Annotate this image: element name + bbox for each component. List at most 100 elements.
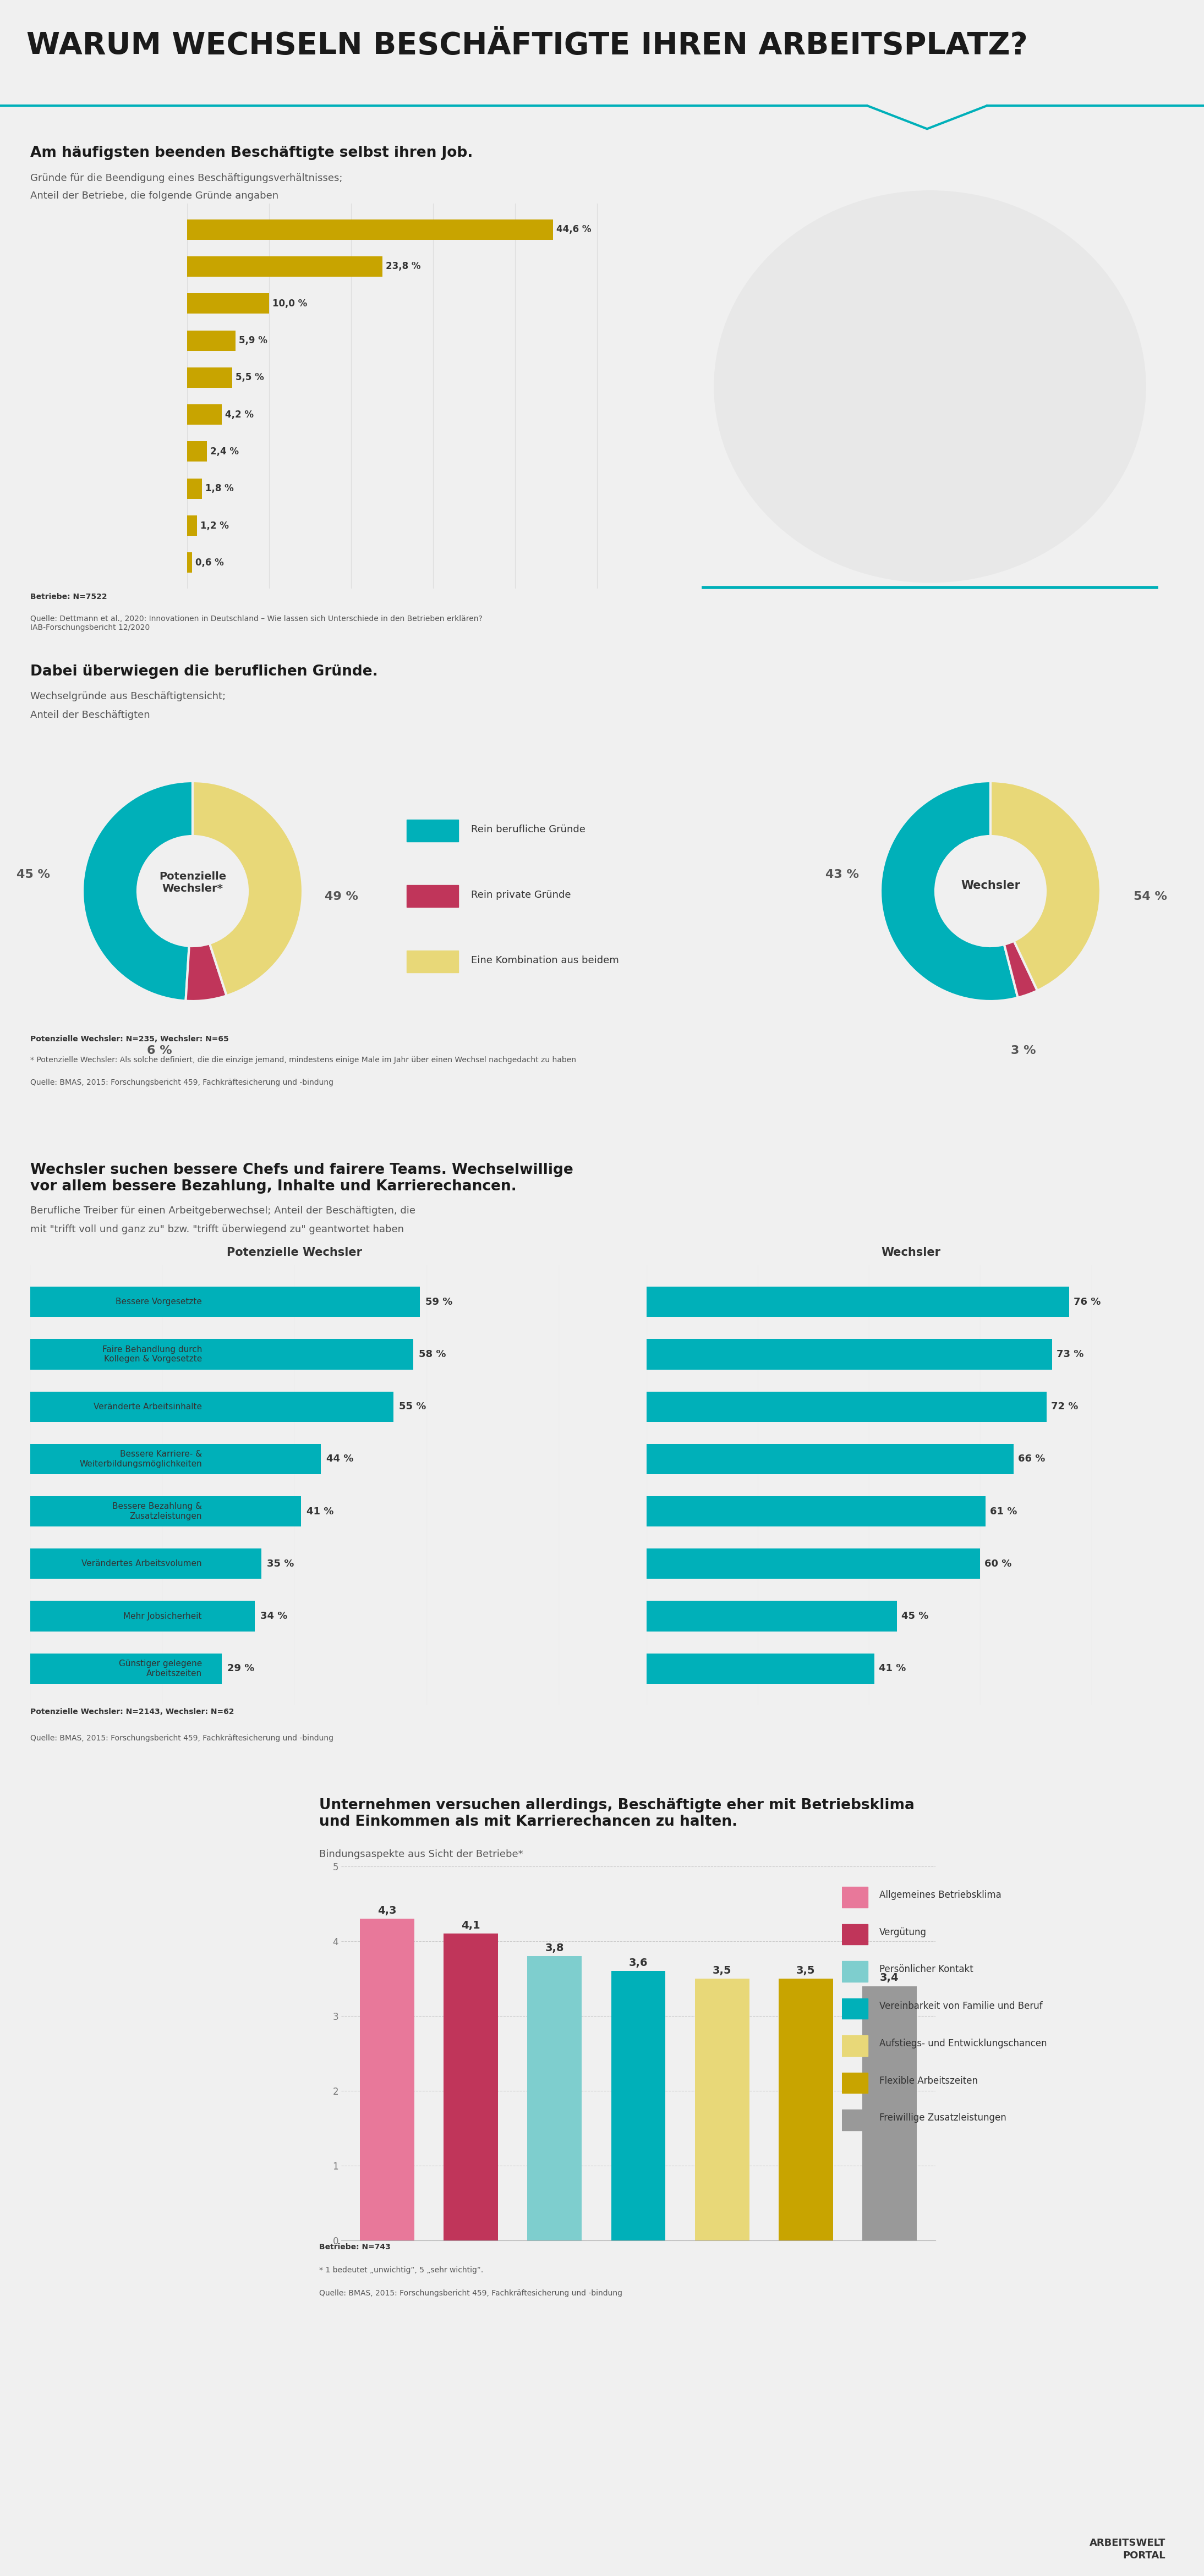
Text: Bessere Vorgesetzte: Bessere Vorgesetzte (116, 1298, 202, 1306)
Bar (647, 1391, 1046, 1422)
Text: 45 %: 45 % (17, 868, 49, 881)
Text: Aufstiegs- und Entwicklungschancen: Aufstiegs- und Entwicklungschancen (879, 2038, 1047, 2048)
Text: Mehr Jobsicherheit: Mehr Jobsicherheit (124, 1613, 202, 1620)
Bar (360, 1919, 414, 2241)
Text: 3 %: 3 % (1011, 1046, 1035, 1056)
Bar (30, 1391, 394, 1422)
Bar (187, 479, 202, 500)
Text: 34 %: 34 % (260, 1610, 288, 1620)
Text: Bindungsaspekte aus Sicht der Betriebe*: Bindungsaspekte aus Sicht der Betriebe* (319, 1850, 523, 1860)
Text: Persönlicher Kontakt: Persönlicher Kontakt (879, 1965, 973, 1973)
Text: 5,9 %: 5,9 % (238, 335, 267, 345)
Text: Bessere Karriere- &
Weiterbildungsmöglichkeiten: Bessere Karriere- & Weiterbildungsmöglic… (79, 1450, 202, 1468)
Text: Wechsler: Wechsler (881, 1247, 940, 1257)
Bar (30, 1654, 222, 1685)
Text: Bessere Bezahlung &
Zusatzleistungen: Bessere Bezahlung & Zusatzleistungen (112, 1502, 202, 1520)
Bar (187, 368, 232, 389)
Text: 3,5: 3,5 (796, 1965, 815, 1976)
Text: Anteil der Beschäftigten: Anteil der Beschäftigten (30, 711, 150, 721)
Wedge shape (1004, 940, 1038, 997)
Text: 59 %: 59 % (425, 1296, 453, 1306)
Text: Faire Behandlung durch
Kollegen & Vorgesetzte: Faire Behandlung durch Kollegen & Vorges… (102, 1345, 202, 1363)
Text: Anteil der Betriebe, die folgende Gründe angaben: Anteil der Betriebe, die folgende Gründe… (30, 191, 278, 201)
Text: 54 %: 54 % (1133, 891, 1167, 902)
Bar (842, 2074, 868, 2094)
Text: 41 %: 41 % (879, 1664, 907, 1674)
Circle shape (714, 191, 1146, 582)
Text: Vergütung: Vergütung (879, 1927, 927, 1937)
Bar (187, 330, 236, 350)
Text: 44 %: 44 % (326, 1453, 353, 1463)
Bar (647, 1548, 980, 1579)
Text: 72 %: 72 % (1051, 1401, 1079, 1412)
Text: Freiwillige Zusatzleistungen: Freiwillige Zusatzleistungen (879, 2112, 1007, 2123)
Text: 0,6 %: 0,6 % (195, 559, 224, 567)
Bar (187, 551, 191, 572)
Text: Betriebe: N=743: Betriebe: N=743 (319, 2244, 390, 2251)
Bar (407, 951, 459, 971)
Text: 29 %: 29 % (228, 1664, 254, 1674)
Bar (842, 1924, 868, 1945)
Bar (407, 886, 459, 907)
Text: Allgemeines Betriebsklima: Allgemeines Betriebsklima (879, 1891, 1002, 1901)
Bar (187, 440, 207, 461)
Text: 2,4 %: 2,4 % (209, 446, 238, 456)
Text: Potenzielle Wechsler: N=2143, Wechsler: N=62: Potenzielle Wechsler: N=2143, Wechsler: … (30, 1708, 234, 1716)
Text: Am häufigsten beenden Beschäftigte selbst ihren Job.: Am häufigsten beenden Beschäftigte selbs… (30, 147, 473, 160)
Bar (527, 1955, 582, 2241)
Text: Wechselgründe aus Beschäftigtensicht;: Wechselgründe aus Beschäftigtensicht; (30, 690, 225, 701)
Text: Potenzielle
Wechsler*: Potenzielle Wechsler* (159, 871, 226, 894)
Bar (779, 1978, 833, 2241)
Text: Gründe für die Beendigung eines Beschäftigungsverhältnisses;: Gründe für die Beendigung eines Beschäft… (30, 173, 343, 183)
Text: * 1 bedeutet „unwichtig“, 5 „sehr wichtig“.: * 1 bedeutet „unwichtig“, 5 „sehr wichti… (319, 2267, 483, 2275)
Bar (444, 1935, 498, 2241)
Bar (187, 219, 553, 240)
Text: 1,2 %: 1,2 % (200, 520, 229, 531)
Text: 4,2 %: 4,2 % (225, 410, 254, 420)
Bar (842, 1960, 868, 1981)
Text: Wechsler suchen bessere Chefs und fairere Teams. Wechselwillige
vor allem besser: Wechsler suchen bessere Chefs und fairer… (30, 1162, 573, 1193)
Text: Berufliche Treiber für einen Arbeitgeberwechsel; Anteil der Beschäftigten, die: Berufliche Treiber für einen Arbeitgeber… (30, 1206, 415, 1216)
Text: 44,6 %: 44,6 % (556, 224, 591, 234)
Text: Quelle: BMAS, 2015: Forschungsbericht 459, Fachkräftesicherung und -bindung: Quelle: BMAS, 2015: Forschungsbericht 45… (319, 2290, 622, 2298)
Text: Potenzielle Wechsler: Potenzielle Wechsler (226, 1247, 362, 1257)
Bar (30, 1443, 320, 1473)
Bar (842, 2035, 868, 2056)
Text: ARBEITSWELT
PORTAL: ARBEITSWELT PORTAL (1090, 2537, 1165, 2561)
Wedge shape (991, 781, 1100, 992)
Text: Rein private Gründe: Rein private Gründe (471, 891, 571, 899)
Text: 3,4: 3,4 (880, 1973, 899, 1984)
Text: 73 %: 73 % (1057, 1350, 1084, 1360)
Text: 45 %: 45 % (901, 1610, 928, 1620)
Text: 3,8: 3,8 (545, 1942, 565, 1953)
Bar (30, 1285, 420, 1316)
Text: Betriebe: N=7522: Betriebe: N=7522 (30, 592, 107, 600)
Text: 6 %: 6 % (147, 1046, 172, 1056)
Text: 23,8 %: 23,8 % (385, 263, 420, 270)
Text: 3,5: 3,5 (713, 1965, 732, 1976)
Text: 58 %: 58 % (419, 1350, 445, 1360)
Bar (842, 1886, 868, 1906)
Text: 49 %: 49 % (324, 891, 358, 902)
Text: 4,1: 4,1 (461, 1919, 480, 1932)
Wedge shape (880, 781, 1017, 1002)
Text: Veränderte Arbeitsinhalte: Veränderte Arbeitsinhalte (94, 1401, 202, 1412)
Bar (30, 1340, 413, 1370)
Bar (30, 1497, 301, 1528)
Text: * Potenzielle Wechsler: Als solche definiert, die die einzige jemand, mindestens: * Potenzielle Wechsler: Als solche defin… (30, 1056, 577, 1064)
Text: 1,8 %: 1,8 % (205, 484, 234, 495)
Bar (695, 1978, 749, 2241)
Text: 61 %: 61 % (990, 1507, 1017, 1517)
Text: Rein berufliche Gründe: Rein berufliche Gründe (471, 824, 585, 835)
Text: 3,6: 3,6 (628, 1958, 648, 1968)
Bar (187, 515, 197, 536)
Bar (647, 1285, 1069, 1316)
Text: 5,5 %: 5,5 % (236, 374, 264, 381)
Text: Günstiger gelegene
Arbeitszeiten: Günstiger gelegene Arbeitszeiten (119, 1659, 202, 1677)
Bar (407, 819, 459, 842)
Text: Vereinbarkeit von Familie und Beruf: Vereinbarkeit von Familie und Beruf (879, 2002, 1043, 2012)
Text: 4,3: 4,3 (378, 1906, 396, 1917)
Text: 43 %: 43 % (825, 868, 858, 881)
Text: Flexible Arbeitszeiten: Flexible Arbeitszeiten (879, 2076, 978, 2087)
Text: Quelle: Dettmann et al., 2020: Innovationen in Deutschland – Wie lassen sich Unt: Quelle: Dettmann et al., 2020: Innovatio… (30, 616, 483, 631)
